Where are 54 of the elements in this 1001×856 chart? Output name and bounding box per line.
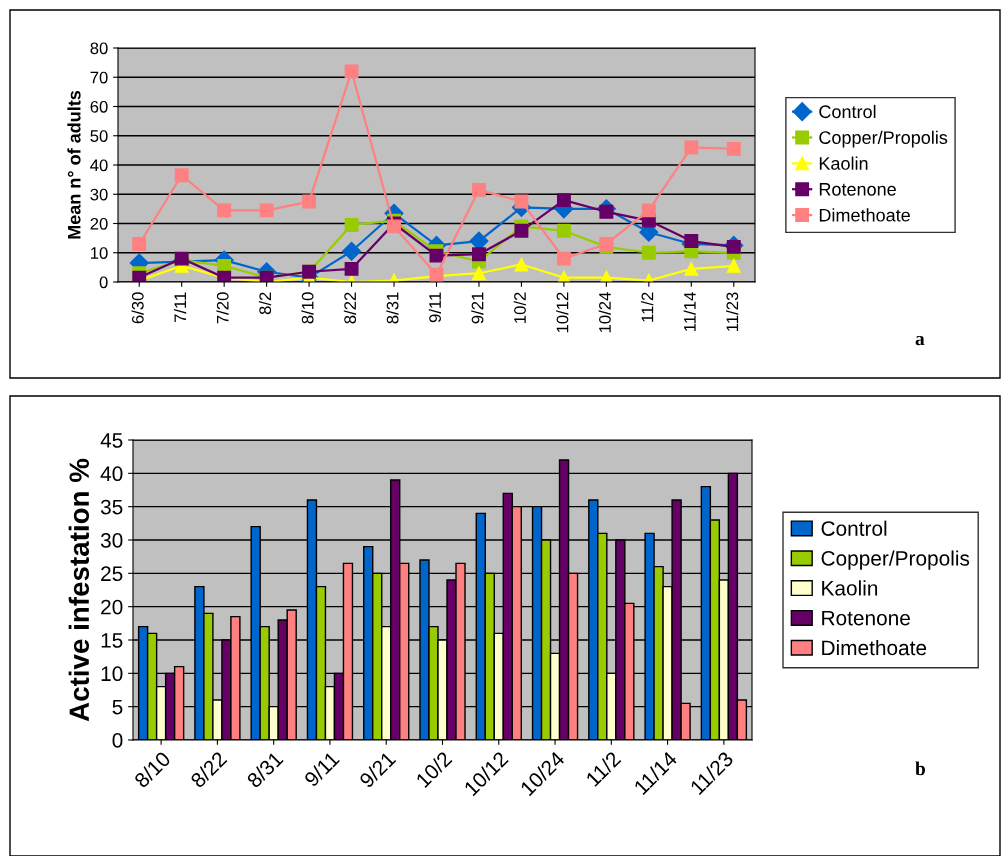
legend-label: Rotenone (822, 610, 910, 626)
y-tick-label: 35 (100, 499, 123, 515)
x-tick-label: 8/10 (301, 292, 314, 324)
y-tick-label: 60 (90, 100, 108, 113)
x-tick-label: 10/24 (598, 292, 611, 333)
x-tick-label: 9/21 (358, 750, 397, 789)
legend-label: Copper/Propolis (819, 130, 948, 148)
text: b (915, 761, 926, 776)
x-tick-label: 8/10 (133, 750, 172, 789)
x-tick-label: 11/14 (683, 292, 696, 331)
x-tick-label: 11/2 (584, 750, 622, 787)
legend-label: Kaolin (822, 580, 878, 596)
y-tick-label: 10 (91, 247, 108, 259)
y-tick-label: 25 (101, 566, 123, 582)
y-tick-label: 5 (112, 699, 123, 715)
y-tick-label: 30 (100, 533, 123, 548)
text: a (915, 335, 925, 346)
legend-label: Rotenone (819, 183, 896, 196)
legend-label: Dimethoate (819, 208, 910, 222)
legend-label: Dimethoate (822, 639, 927, 656)
legend-label: Control (819, 104, 876, 119)
x-tick-label: 11/2 (641, 292, 654, 322)
y-tick-label: 20 (90, 217, 108, 230)
x-tick-label: 8/2 (258, 292, 272, 315)
y-tick-label: 80 (90, 42, 108, 55)
y-axis-title: Mean n° of adults (67, 90, 81, 239)
x-tick-label: 8/22 (343, 292, 357, 324)
y-tick-label: 40 (100, 466, 123, 482)
x-tick-label: 8/31 (386, 292, 399, 324)
x-tick-label: 7/11 (173, 292, 187, 323)
x-tick-label: 9/11 (428, 292, 441, 323)
y-tick-label: 10 (101, 666, 123, 682)
y-tick-label: 15 (101, 633, 123, 648)
x-tick-label: 9/11 (303, 750, 341, 788)
legend-label: Copper/Propolis (821, 550, 970, 570)
x-tick-label: 11/23 (726, 292, 739, 331)
y-tick-label: 45 (100, 433, 123, 448)
y-tick-label: 40 (90, 159, 108, 172)
x-tick-label: 9/21 (471, 292, 484, 324)
y-tick-label: 70 (90, 71, 108, 84)
x-tick-label: 6/30 (131, 292, 144, 324)
x-tick-label: 10/2 (513, 292, 526, 323)
x-tick-label: 7/20 (216, 292, 229, 324)
x-tick-label: 8/22 (189, 750, 228, 789)
legend-label: Control (821, 520, 887, 536)
x-tick-label: 8/31 (245, 750, 284, 789)
y-tick-label: 20 (101, 599, 123, 615)
y-tick-label: 30 (90, 188, 108, 201)
y-tick-label: 50 (90, 130, 108, 142)
y-axis-title: Active infestation % (68, 458, 90, 722)
y-tick-label: 0 (99, 276, 108, 289)
y-tick-label: 0 (112, 733, 123, 748)
x-tick-label: 10/12 (556, 292, 569, 333)
legend-label: Kaolin (819, 156, 868, 170)
